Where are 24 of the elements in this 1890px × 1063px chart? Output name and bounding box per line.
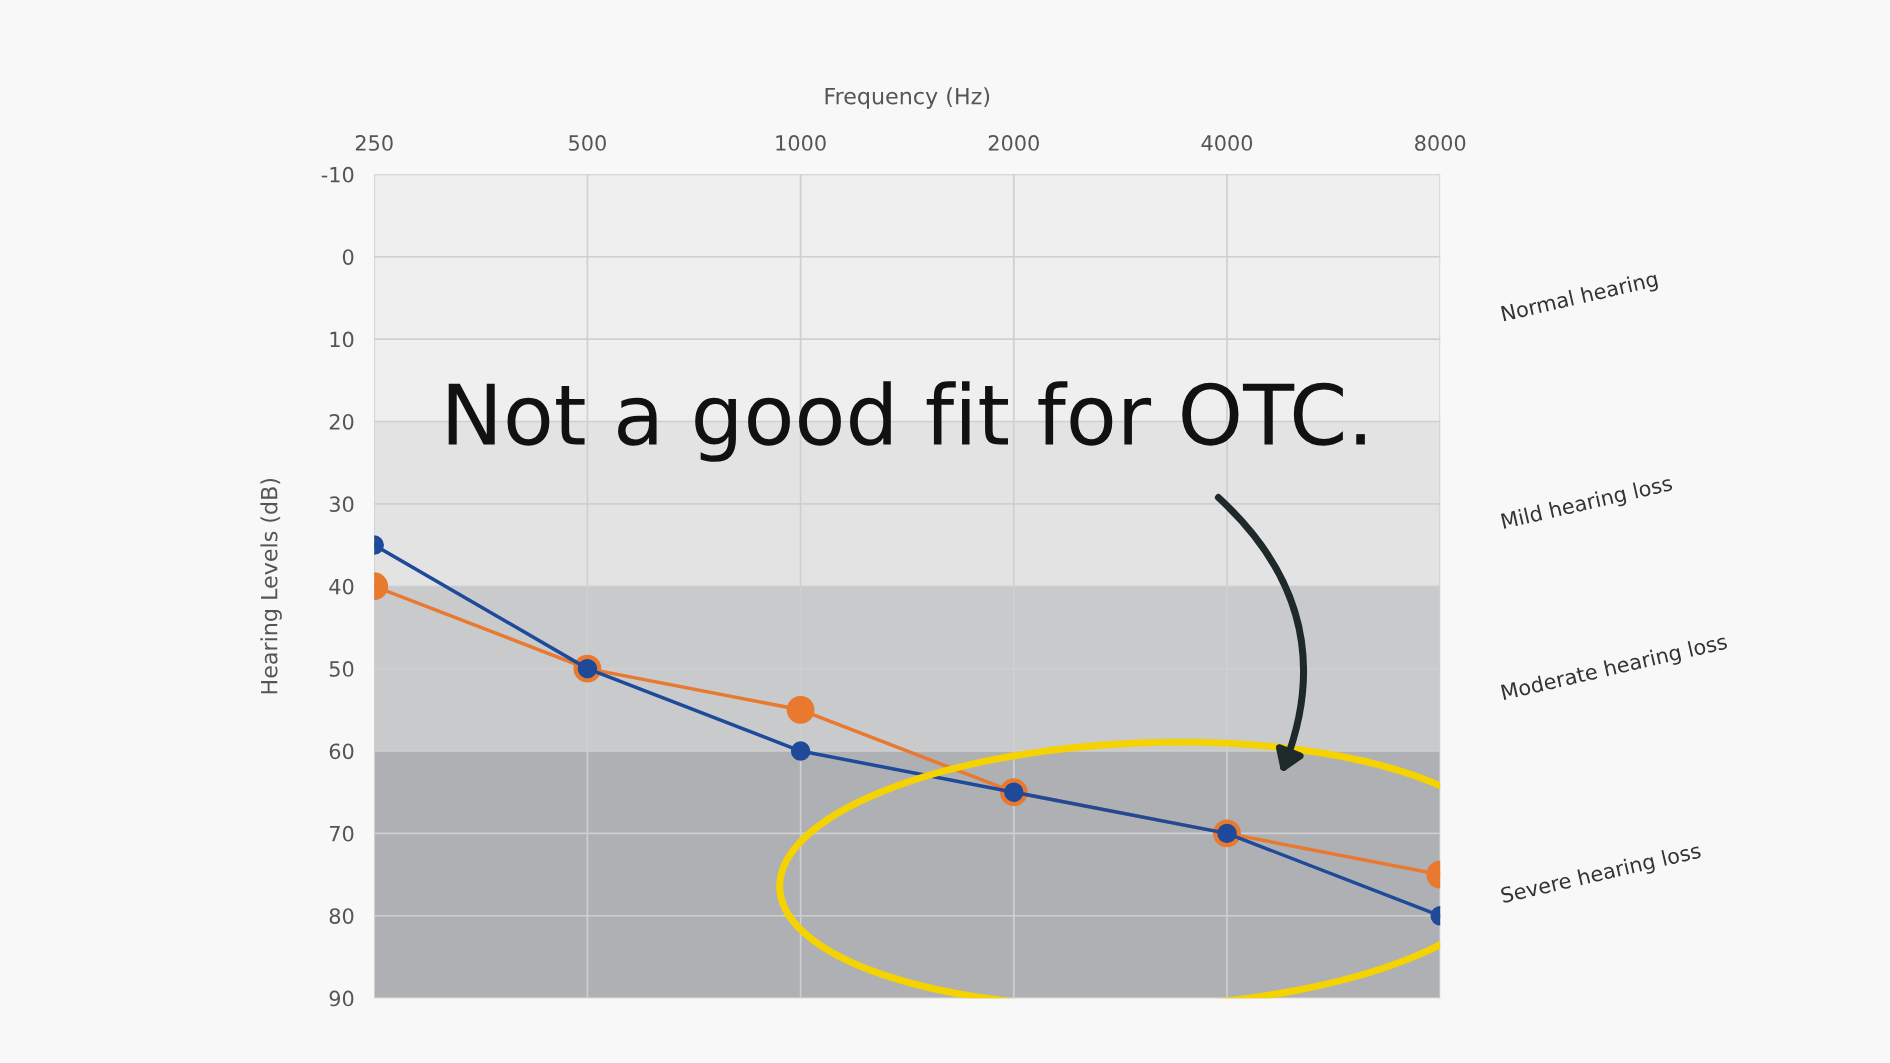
- band-label: Normal hearing: [1500, 270, 1659, 326]
- band-label: Moderate hearing loss: [1500, 632, 1729, 705]
- annotation: Not a good fit for OTC.: [448, 381, 1365, 462]
- y-axis-title: Hearing Levels (dB): [260, 478, 282, 694]
- y-tick-label: 30: [329, 496, 354, 513]
- y-tick-label: 90: [329, 990, 354, 1007]
- y-tick-label: 60: [329, 743, 354, 760]
- y-tick-label: 10: [330, 331, 354, 348]
- x-tick-label: 1000: [776, 135, 826, 151]
- y-tick-label: 70: [329, 825, 354, 842]
- band-label: Mild hearing loss: [1500, 474, 1674, 533]
- y-tick-label: 50: [329, 661, 354, 677]
- band-label: Severe hearing loss: [1500, 841, 1703, 908]
- y-tick-label: -10: [321, 166, 354, 183]
- y-tick-label: 40: [329, 578, 354, 595]
- x-tick-label: 500: [569, 135, 606, 151]
- x-axis-title: Frequency (Hz): [825, 87, 990, 109]
- y-tick-label: 20: [329, 413, 354, 430]
- x-tick-label: 4000: [1201, 135, 1253, 151]
- x-tick-label: 250: [355, 135, 393, 151]
- y-tick-label: 80: [329, 908, 354, 924]
- x-tick-label: 8000: [1415, 135, 1466, 151]
- y-tick-label: 0: [342, 249, 354, 265]
- x-tick-label: 2000: [988, 135, 1039, 151]
